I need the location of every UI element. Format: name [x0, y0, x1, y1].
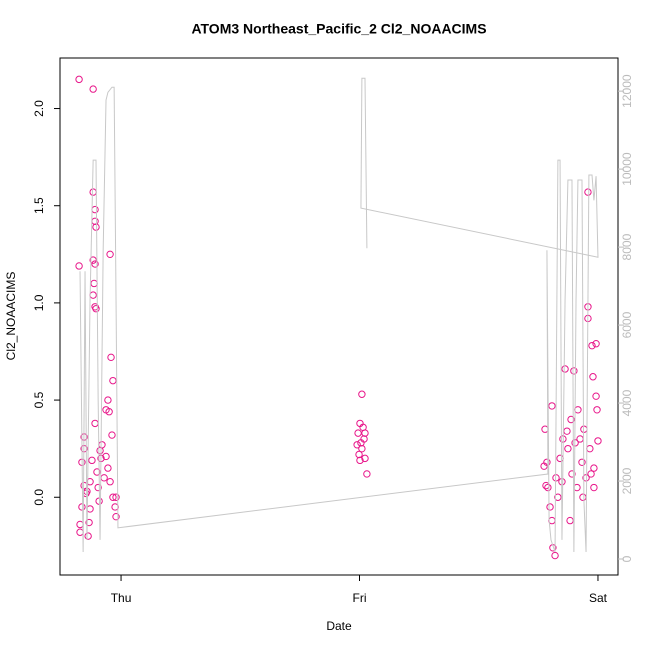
point [361, 454, 369, 463]
point [91, 260, 99, 268]
point [109, 493, 117, 501]
point [108, 431, 116, 439]
point [92, 223, 100, 231]
point [104, 464, 112, 472]
point [561, 365, 569, 373]
y-tick-label: 0.0 [32, 489, 46, 506]
x-tick-label: Fri [353, 591, 367, 605]
point [578, 458, 586, 466]
point [582, 474, 590, 482]
point [75, 262, 83, 270]
point [75, 75, 83, 84]
point [548, 402, 556, 410]
y-tick-label: 0.5 [32, 391, 46, 408]
point [92, 305, 100, 313]
point [594, 437, 602, 445]
point [109, 376, 117, 385]
point [592, 340, 600, 348]
point [94, 483, 102, 492]
point [554, 493, 562, 501]
point [89, 85, 97, 93]
point [85, 518, 93, 527]
point [590, 483, 598, 492]
point [568, 470, 576, 478]
y2-tick-label: 12000 [620, 74, 634, 108]
y2-tick-label: 4000 [620, 389, 634, 416]
y2-tick-label: 8000 [620, 233, 634, 260]
point [104, 396, 112, 404]
point [551, 551, 559, 560]
y-tick-label: 1.0 [32, 294, 46, 311]
point [105, 408, 113, 416]
point [93, 468, 101, 476]
point [112, 512, 120, 521]
point [102, 452, 110, 461]
y2-tick-label: 10000 [620, 152, 634, 186]
x-tick-label: Thu [111, 591, 132, 605]
point [111, 503, 119, 511]
point [88, 456, 96, 465]
y-tick-label: 1.5 [32, 197, 46, 214]
point [356, 456, 364, 465]
point [84, 532, 92, 540]
point [358, 390, 366, 398]
x-axis-label: Date [326, 619, 352, 633]
point [587, 470, 595, 478]
y-tick-label: 2.0 [32, 100, 46, 117]
point [78, 503, 86, 511]
point [564, 444, 572, 453]
point [588, 341, 596, 350]
point [593, 406, 601, 414]
point [546, 503, 554, 511]
point [358, 444, 366, 453]
point [363, 470, 371, 478]
point [584, 188, 592, 196]
point [89, 256, 97, 264]
plot-box [59, 57, 619, 576]
point [353, 441, 361, 449]
x-tick-label: Sat [589, 591, 608, 605]
y-axis-label: Cl2_NOAACIMS [4, 272, 18, 361]
point [112, 493, 120, 501]
point [544, 483, 552, 492]
point [592, 392, 600, 400]
point [361, 429, 369, 437]
point [106, 250, 114, 259]
altitude-line [79, 77, 599, 553]
point [590, 464, 598, 472]
chart-title: ATOM3 Northeast_Pacific_2 Cl2_NOAACIMS [191, 21, 486, 37]
point [540, 462, 548, 470]
point [106, 478, 114, 486]
point [354, 429, 362, 437]
point [589, 373, 597, 381]
y2-tick-label: 6000 [620, 311, 634, 338]
y2-tick-label: 0 [620, 555, 634, 562]
point [567, 415, 575, 424]
y2-tick-label: 2000 [620, 467, 634, 494]
point [570, 367, 578, 375]
point [107, 353, 115, 362]
